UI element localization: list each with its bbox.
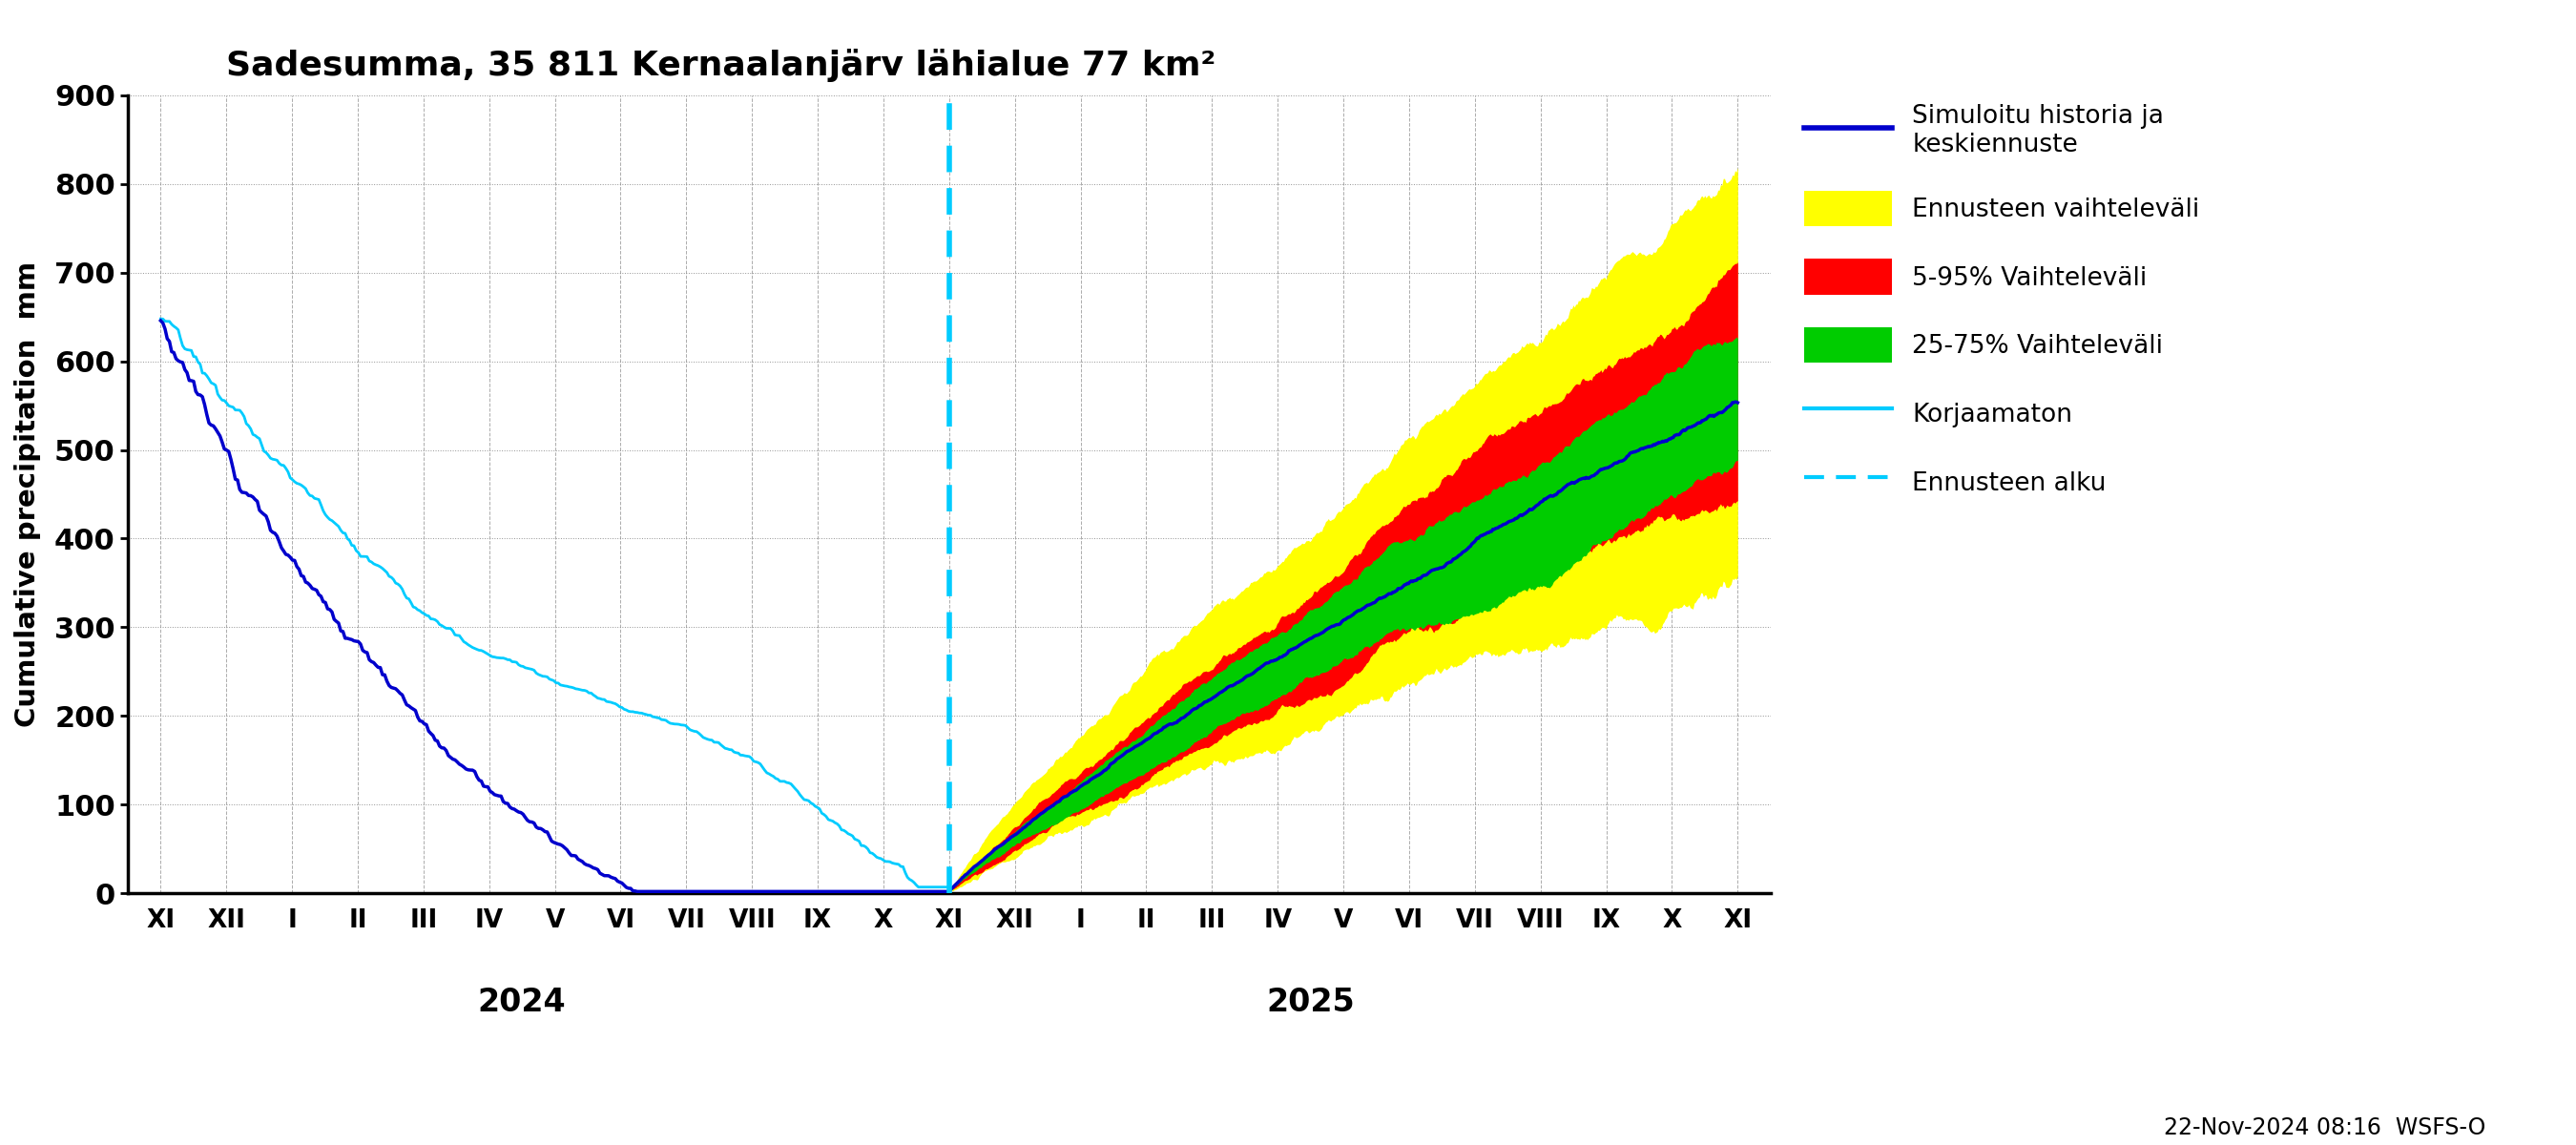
Text: Sadesumma, 35 811 Kernaalanjärv lähialue 77 km²: Sadesumma, 35 811 Kernaalanjärv lähialue…: [227, 48, 1216, 82]
Text: 2024: 2024: [479, 986, 567, 1018]
Y-axis label: Cumulative precipitation  mm: Cumulative precipitation mm: [15, 261, 41, 727]
Legend: Simuloitu historia ja
keskiennuste, Ennusteen vaihteleväli, 5-95% Vaihteleväli, : Simuloitu historia ja keskiennuste, Ennu…: [1790, 92, 2213, 512]
Text: 22-Nov-2024 08:16  WSFS-O: 22-Nov-2024 08:16 WSFS-O: [2164, 1116, 2486, 1139]
Text: 2025: 2025: [1267, 986, 1355, 1018]
